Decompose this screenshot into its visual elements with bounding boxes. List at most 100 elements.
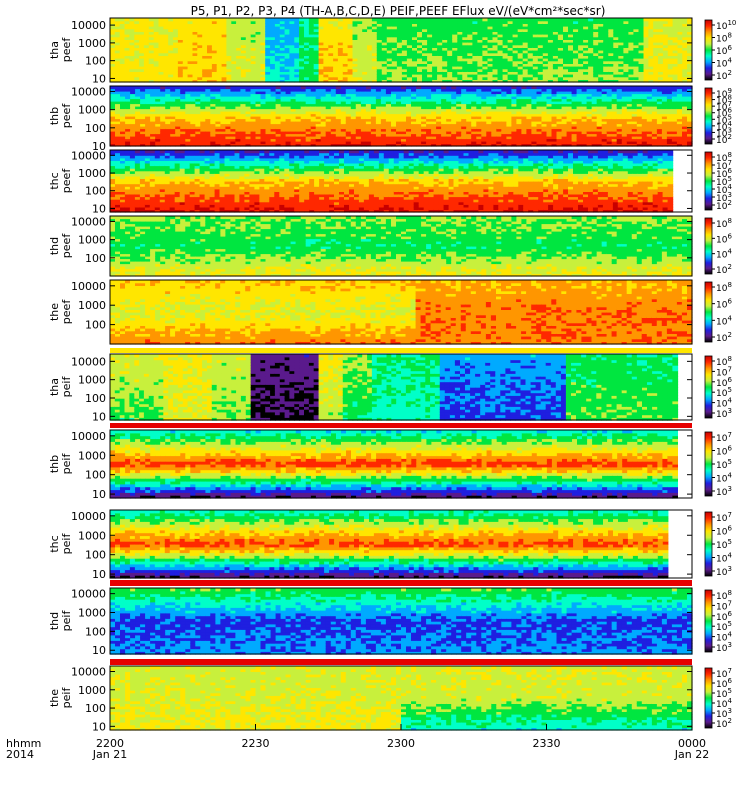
spectro-cell (447, 60, 453, 64)
spectro-cell (507, 58, 514, 62)
spectro-cell (512, 23, 519, 27)
spectro-cell (618, 74, 624, 78)
spectro-cell (593, 55, 599, 59)
spectro-cell (168, 28, 174, 32)
spectro-cell (337, 47, 344, 51)
spectro-cell (270, 47, 276, 51)
spectro-cell (337, 66, 344, 70)
spectro-cell (177, 50, 184, 54)
spectro-cell (552, 36, 559, 40)
spectro-cell (110, 98, 116, 102)
spectro-cell (457, 31, 463, 35)
spectro-cell (197, 76, 203, 80)
spectro-cell (557, 18, 564, 22)
spectro-cell (563, 26, 569, 30)
spectro-cell (221, 79, 227, 83)
spectro-cell (618, 28, 624, 32)
spectro-cell (477, 68, 483, 72)
y-axis-label-probe: tha (48, 41, 61, 59)
spectro-cell (143, 63, 150, 67)
spectro-cell (153, 71, 160, 75)
spectro-cell (648, 50, 654, 54)
spectro-cell (299, 42, 305, 46)
spectro-cell (437, 18, 443, 22)
spectro-cell (406, 36, 413, 40)
spectro-cell (502, 42, 509, 46)
spectro-cell (648, 52, 654, 56)
spectro-cell (367, 50, 373, 54)
spectro-cell (593, 52, 599, 56)
spectro-cell (221, 34, 227, 38)
spectro-cell (557, 50, 564, 54)
spectro-cell (328, 55, 334, 59)
spectro-cell (492, 44, 499, 48)
colorbar-label: 104 (716, 57, 732, 70)
spectro-cell (386, 79, 393, 83)
spectro-cell (333, 76, 339, 80)
spectro-cell (447, 34, 453, 38)
spectro-cell (294, 79, 300, 83)
spectro-cell (517, 23, 524, 27)
spectro-cell (653, 20, 659, 24)
spectro-cell (130, 106, 136, 110)
spectro-cell (537, 31, 544, 35)
spectro-cell (527, 58, 534, 62)
spectro-cell (304, 36, 310, 40)
spectro-cell (177, 39, 184, 43)
spectro-cell (304, 34, 310, 38)
spectro-cell (192, 74, 198, 78)
spectro-cell (512, 31, 519, 35)
spectro-cell (284, 63, 290, 67)
spectro-cell (134, 39, 140, 43)
spectro-cell (482, 55, 488, 59)
spectro-cell (318, 23, 324, 27)
spectro-cell (110, 111, 116, 115)
spectro-cell (442, 60, 448, 64)
spectro-cell (578, 50, 584, 54)
spectro-cell (537, 28, 544, 32)
spectro-cell (687, 31, 693, 35)
spectro-cell (638, 47, 645, 51)
spectro-cell (182, 52, 189, 56)
spectro-cell (537, 60, 544, 64)
spectro-cell (417, 68, 423, 72)
spectro-cell (452, 74, 458, 78)
spectro-cell (568, 50, 574, 54)
spectro-cell (294, 55, 300, 59)
spectro-cell (628, 52, 634, 56)
spectro-cell (362, 39, 368, 43)
spectro-cell (557, 28, 564, 32)
spectro-cell (422, 60, 428, 64)
spectro-cell (472, 36, 478, 40)
spectro-cell (573, 63, 579, 67)
spectro-cell (240, 71, 247, 75)
spectro-cell (687, 18, 693, 22)
spectro-cell (563, 60, 569, 64)
spectro-cell (177, 28, 184, 32)
spectro-cell (432, 58, 438, 62)
spectro-cell (653, 39, 659, 43)
spectro-cell (677, 31, 683, 35)
spectro-cell (110, 116, 116, 120)
spectro-cell (163, 28, 169, 32)
spectro-cell (279, 20, 286, 24)
spectro-cell (182, 47, 189, 51)
spectro-cell (687, 52, 693, 56)
spectro-cell (432, 20, 438, 24)
spectro-cell (512, 20, 519, 24)
spectro-cell (328, 34, 334, 38)
spectro-cell (648, 68, 654, 72)
spectro-cell (672, 50, 678, 54)
spectro-cell (274, 60, 281, 64)
spectro-cell (467, 60, 473, 64)
spectro-cell (236, 63, 242, 67)
spectro-cell (114, 52, 121, 56)
spectro-cell (216, 66, 223, 70)
spectro-cell (177, 36, 184, 40)
spectro-cell (240, 39, 247, 43)
spectro-cell (472, 28, 478, 32)
spectro-cell (289, 34, 295, 38)
spectro-cell (299, 28, 305, 32)
spectro-cell (613, 60, 619, 64)
spectro-cell (163, 52, 169, 56)
